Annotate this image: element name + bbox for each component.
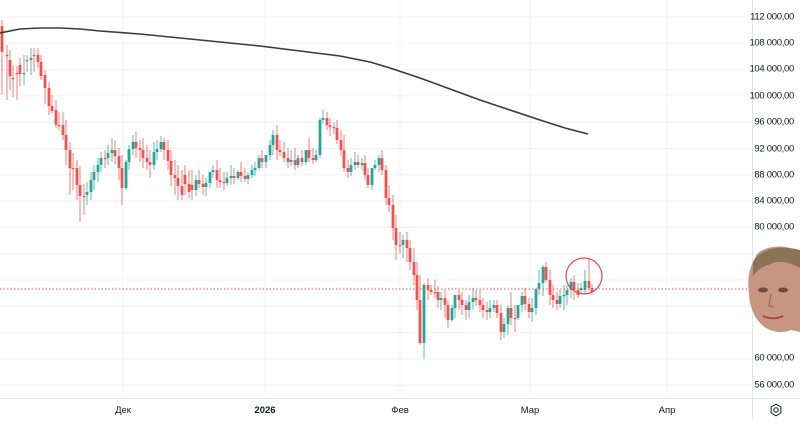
price-label: 92 000,00 [754, 143, 794, 155]
time-label: Фев [391, 405, 409, 416]
time-label: Мар [520, 405, 540, 416]
moving-average-line [0, 27, 589, 135]
grid-lines [0, 0, 752, 398]
time-label: Апр [658, 405, 676, 416]
price-label: 84 000,00 [754, 195, 794, 207]
settings-gear-icon[interactable] [769, 403, 783, 417]
price-label: 80 000,00 [754, 221, 794, 233]
time-label: Дек [115, 405, 131, 416]
face-photo-overlay [748, 246, 800, 332]
price-label: 56 000,00 [754, 379, 794, 391]
price-label: 112 000,00 [750, 11, 794, 23]
price-label: 88 000,00 [754, 169, 794, 181]
price-label: 96 000,00 [754, 116, 794, 128]
price-label: 108 000,00 [749, 37, 794, 49]
annotation-circle [565, 257, 603, 295]
time-label-year: 2026 [254, 405, 276, 416]
candles [0, 20, 594, 359]
price-label: 104 000,00 [749, 63, 794, 75]
price-label: 60 000,00 [754, 352, 794, 364]
price-label: 100 000,00 [749, 90, 794, 102]
